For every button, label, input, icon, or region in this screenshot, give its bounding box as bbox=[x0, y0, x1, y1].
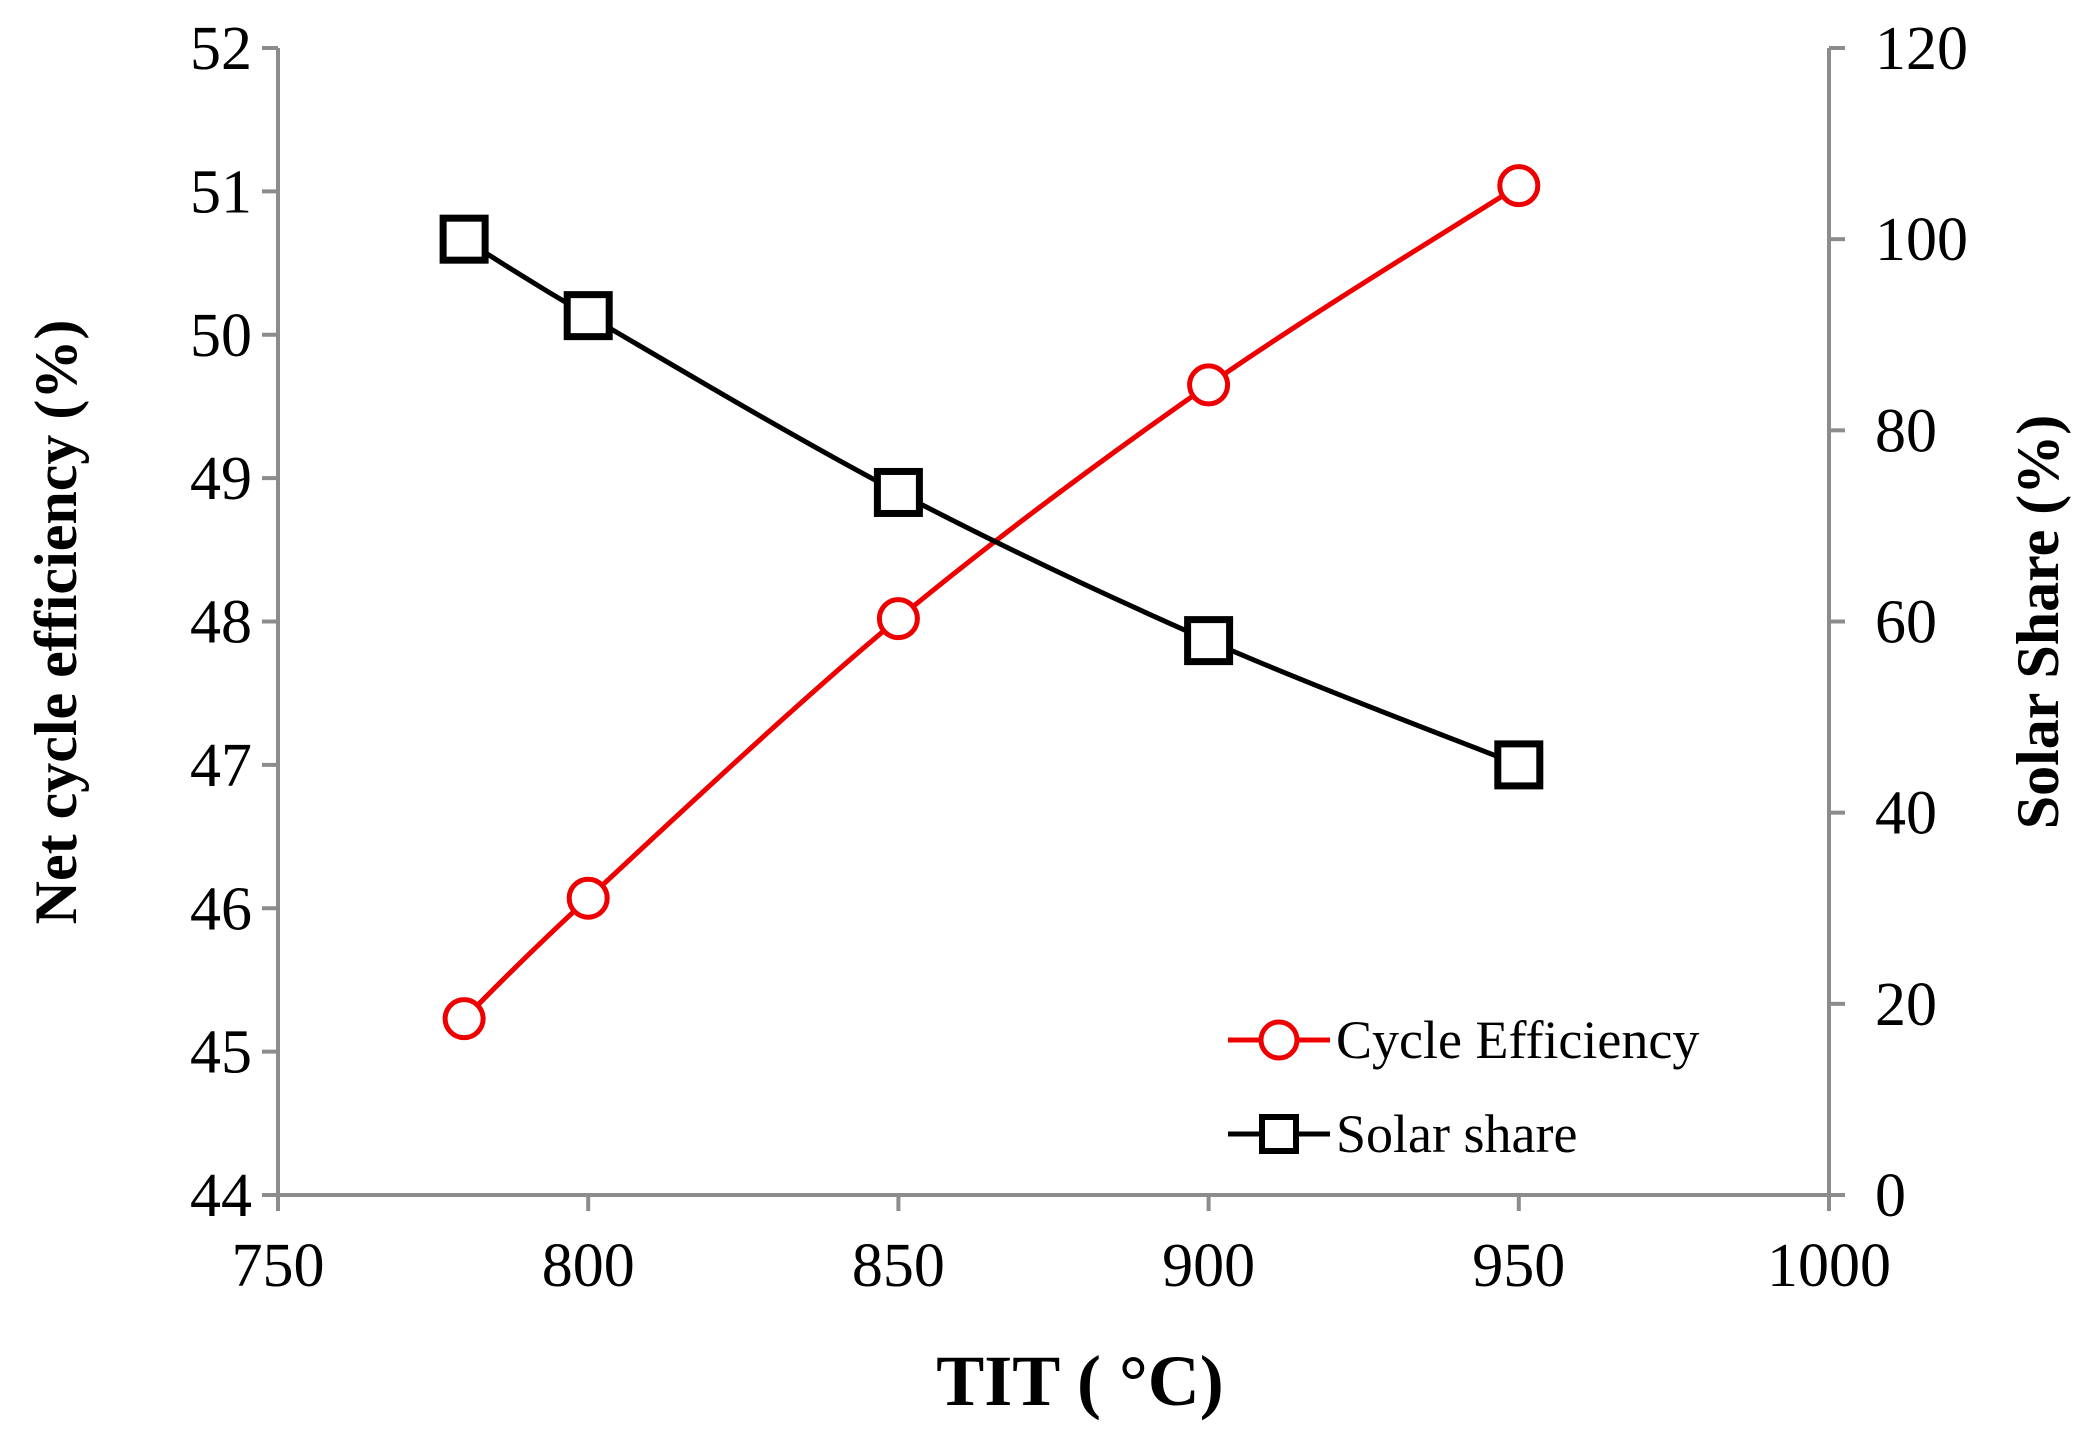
data-point-solar-share bbox=[1184, 616, 1234, 666]
left-y-tick-label: 52 bbox=[190, 15, 252, 83]
left-y-tick-label: 46 bbox=[190, 875, 252, 943]
series-line-cycle-efficiency bbox=[462, 183, 1521, 1021]
right-y-tick-label: 0 bbox=[1875, 1162, 1906, 1230]
data-point-cycle-efficiency bbox=[1497, 164, 1541, 208]
left-y-tick-label: 50 bbox=[190, 302, 252, 370]
legend-item-cycle-efficiency: Cycle Efficiency bbox=[1228, 1010, 1699, 1070]
legend-marker-circle-icon bbox=[1258, 1019, 1300, 1061]
right-y-tick-label: 120 bbox=[1875, 15, 1968, 83]
x-axis-title: TIT ( °C) bbox=[936, 1341, 1224, 1421]
data-point-solar-share bbox=[563, 291, 613, 341]
legend-marker-square-icon bbox=[1259, 1114, 1299, 1154]
x-tick-label: 1000 bbox=[1767, 1232, 1891, 1300]
data-point-solar-share bbox=[873, 467, 923, 517]
left-y-tick-label: 47 bbox=[190, 732, 252, 800]
data-point-cycle-efficiency bbox=[442, 997, 486, 1041]
data-point-solar-share bbox=[439, 214, 489, 264]
right-y-axis-title: Solar Share (%) bbox=[2005, 415, 2071, 829]
legend-label-solar-share: Solar share bbox=[1336, 1104, 1577, 1164]
legend: Cycle Efficiency Solar share bbox=[1228, 1010, 1699, 1164]
legend-label-cycle-efficiency: Cycle Efficiency bbox=[1336, 1010, 1699, 1070]
series-line-solar-share bbox=[462, 237, 1520, 768]
data-point-solar-share bbox=[1494, 740, 1544, 790]
x-tick-label: 850 bbox=[852, 1232, 945, 1300]
left-y-axis-title: Net cycle efficiency (%) bbox=[23, 320, 89, 925]
x-tick-label: 950 bbox=[1472, 1232, 1565, 1300]
left-y-tick-label: 51 bbox=[190, 158, 252, 226]
left-y-tick-label: 48 bbox=[190, 589, 252, 657]
series-group bbox=[439, 164, 1544, 1041]
data-point-cycle-efficiency bbox=[876, 597, 920, 641]
left-y-tick-label: 44 bbox=[190, 1162, 252, 1230]
x-tick-label: 750 bbox=[232, 1232, 325, 1300]
right-y-tick-label: 60 bbox=[1875, 589, 1937, 657]
data-point-cycle-efficiency bbox=[566, 876, 610, 920]
tick-group: 44 45 46 47 48 49 50 51 52 0 20 40 60 80 100 120 750 800 8… bbox=[190, 15, 1968, 1300]
right-y-tick-label: 20 bbox=[1875, 971, 1937, 1039]
data-point-cycle-efficiency bbox=[1187, 363, 1231, 407]
left-y-tick-label: 45 bbox=[190, 1019, 252, 1087]
right-y-tick-label: 100 bbox=[1875, 206, 1968, 274]
left-y-tick-label: 49 bbox=[190, 445, 252, 513]
legend-item-solar-share: Solar share bbox=[1228, 1104, 1577, 1164]
right-y-tick-label: 80 bbox=[1875, 397, 1937, 465]
x-tick-label: 900 bbox=[1162, 1232, 1255, 1300]
right-y-tick-label: 40 bbox=[1875, 780, 1937, 848]
x-tick-label: 800 bbox=[542, 1232, 635, 1300]
